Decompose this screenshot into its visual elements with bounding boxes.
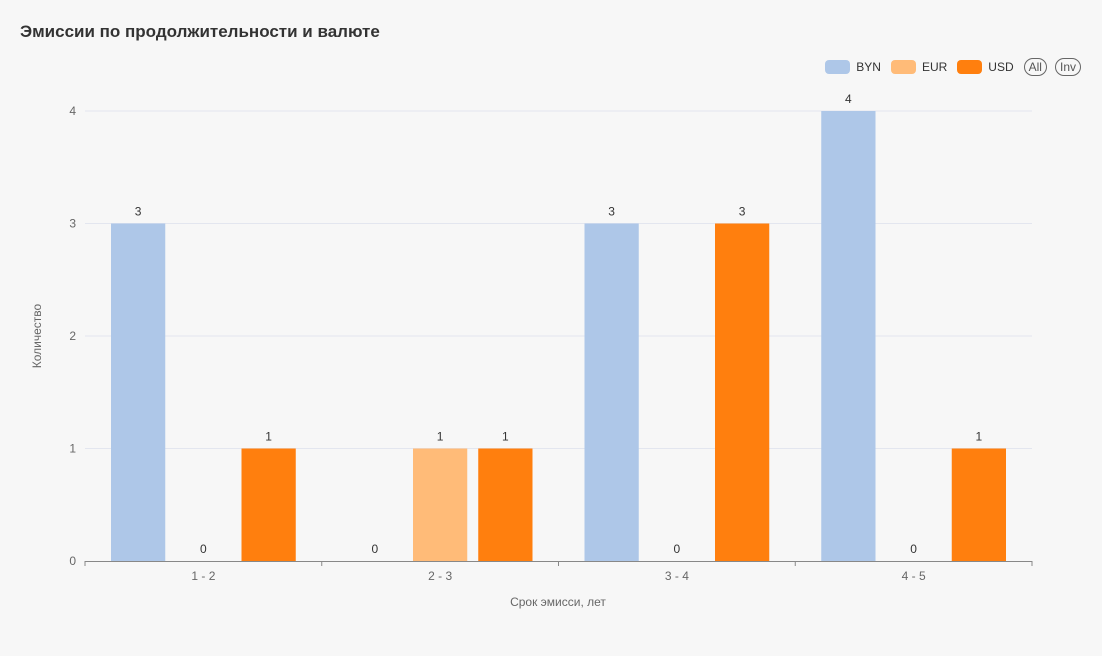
y-tick-label: 0 [69,554,76,568]
x-tick-label: 1 - 2 [191,569,215,583]
legend-swatch-byn [825,60,851,74]
bar-usd[interactable] [478,448,533,562]
data-label: 1 [437,430,444,444]
data-label: 3 [135,205,142,219]
data-label: 0 [200,542,207,556]
data-label: 1 [502,430,509,444]
bar-byn[interactable] [111,223,166,562]
bar-eur[interactable] [413,448,468,562]
y-tick-label: 3 [69,217,76,231]
data-label: 0 [372,542,379,556]
legend-label-usd: USD [988,60,1014,74]
legend-all-button[interactable]: All [1023,58,1047,76]
legend-item-byn[interactable]: BYN [825,60,881,74]
legend: BYN EUR USD All Inv [825,58,1081,76]
x-tick-label: 3 - 4 [665,569,689,583]
data-label: 3 [608,205,615,219]
x-tick-label: 4 - 5 [902,569,926,583]
bar-byn[interactable] [821,111,876,561]
bar-usd[interactable] [715,223,770,562]
legend-invert-button[interactable]: Inv [1054,58,1081,76]
y-tick-label: 2 [69,329,76,343]
data-label: 1 [265,430,272,444]
bar-usd[interactable] [951,448,1006,562]
legend-swatch-eur [890,60,916,74]
legend-item-usd[interactable]: USD [957,60,1014,74]
data-label: 3 [739,205,746,219]
bar-usd[interactable] [241,448,296,562]
data-label: 1 [976,430,983,444]
y-axis-label: Количество [30,303,44,368]
data-label: 0 [910,542,917,556]
x-tick-label: 2 - 3 [428,569,452,583]
axes: 0 1 2 3 4 1 - 2 2 - 3 3 - 4 4 - 5 [69,104,1033,583]
bar-byn[interactable] [584,223,639,562]
legend-label-byn: BYN [856,60,881,74]
legend-item-eur[interactable]: EUR [890,60,948,74]
data-label: 0 [674,542,681,556]
legend-label-eur: EUR [921,60,948,74]
y-tick-label: 4 [69,104,76,118]
legend-swatch-usd [957,60,983,74]
x-axis-label: Срок эмисси, лет [510,595,606,609]
chart-title: Эмиссии по продолжительности и валюте [20,22,380,41]
bars: 3 0 1 0 1 1 3 0 3 4 0 1 [111,92,1006,561]
grid-lines [85,110,1032,449]
y-tick-label: 1 [69,442,76,456]
data-label: 4 [845,92,852,106]
